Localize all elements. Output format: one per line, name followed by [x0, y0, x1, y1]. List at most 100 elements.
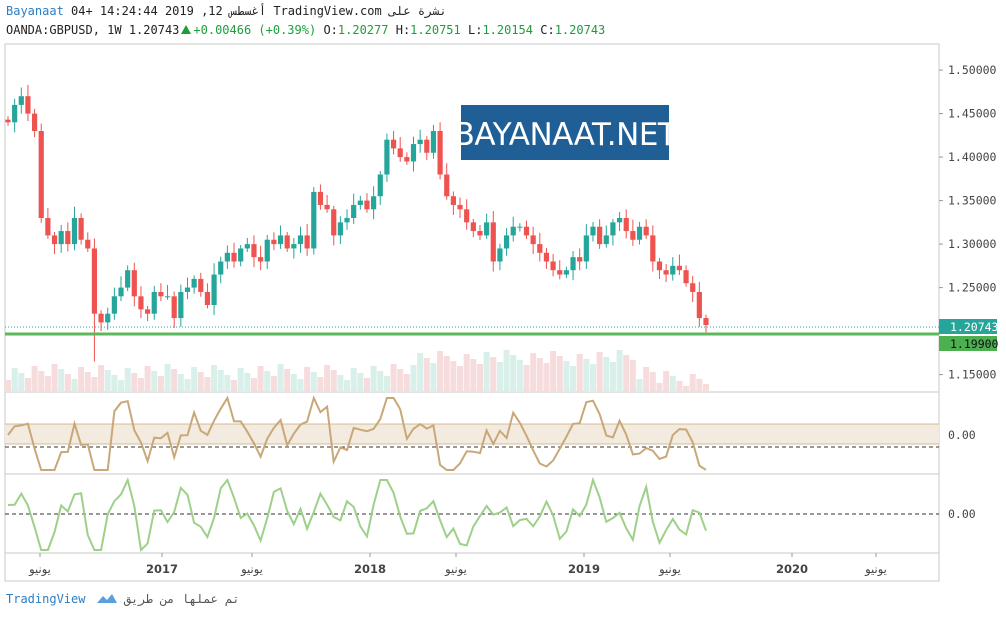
time-axis: يونيو 2017 يونيو 2018 يونيو 2019 يونيو 2020 يوني…: [28, 553, 887, 577]
candle-body: [204, 291, 211, 305]
candle-body: [118, 287, 124, 297]
volume-bar: [171, 369, 178, 392]
volume-bar: [137, 378, 144, 392]
candle-body: [231, 252, 237, 262]
volume-bar: [44, 376, 51, 392]
tradingview-logo-icon: [96, 593, 117, 607]
watermark-logo: BAYANAAT.NET: [454, 105, 678, 160]
candle-body: [663, 270, 669, 275]
volume-bar: [490, 357, 497, 392]
candle-body: [284, 235, 290, 249]
volume-bar: [118, 380, 125, 392]
candle-body: [656, 261, 663, 271]
volume-bar: [98, 365, 105, 392]
candle-body: [517, 226, 523, 228]
volume-bar: [264, 371, 271, 392]
oscillator-pane-1[interactable]: 0.00: [5, 395, 976, 471]
candle-body: [357, 200, 363, 205]
candle-body: [670, 265, 676, 275]
candle-body: [12, 104, 18, 123]
candle-body: [616, 218, 623, 223]
candle-body: [537, 244, 543, 253]
oscillator-1-zero-label: 0.00: [948, 428, 976, 442]
candle-body: [470, 222, 476, 232]
volume-bar: [184, 379, 191, 392]
oscillator-pane-2[interactable]: 0.00: [5, 476, 976, 553]
candle-body: [683, 270, 689, 284]
volume-bar: [576, 354, 583, 392]
price-change: +0.00466 (+0.39%): [193, 23, 317, 37]
candle-body: [490, 222, 496, 262]
time-tick-label: يونيو: [658, 562, 681, 577]
volume-bar: [523, 365, 530, 392]
candle-body: [211, 274, 217, 305]
candle-body: [510, 226, 516, 236]
candle-body: [424, 139, 430, 153]
price-tick-label: 1.30000: [948, 237, 997, 251]
candle-body: [324, 204, 330, 210]
candle-body: [78, 218, 84, 240]
price-tick-label: 1.40000: [948, 150, 997, 164]
time-tick-label: يونيو: [28, 562, 51, 577]
volume-bar: [437, 351, 444, 392]
publisher-text: TradingView.com نشرة على: [273, 4, 447, 18]
candle-body: [277, 235, 284, 245]
volume-bar: [51, 364, 58, 392]
tradingview-brand[interactable]: TradingView: [6, 592, 86, 606]
candle-body: [105, 313, 111, 323]
volume-bar: [616, 350, 623, 392]
volume-bar: [164, 364, 171, 392]
oscillator-2-zero-label: 0.00: [948, 507, 976, 521]
candle-body: [271, 239, 277, 245]
candle-body: [131, 270, 137, 297]
volume-bar: [403, 374, 410, 392]
volume-bar: [377, 371, 384, 392]
volume-bar: [483, 352, 490, 392]
candle-body: [643, 226, 649, 236]
candle-body: [384, 139, 390, 175]
candle-body: [530, 235, 536, 245]
candle-body: [71, 218, 78, 245]
candle-body: [291, 244, 297, 249]
volume-bar: [663, 371, 670, 392]
candle-body: [65, 231, 71, 245]
candle-body: [98, 313, 104, 323]
time-tick-label: 2020: [776, 562, 808, 576]
candle-body: [198, 278, 204, 292]
high-label: H:: [395, 23, 411, 37]
candle-body: [610, 222, 616, 236]
candle-body: [145, 309, 151, 314]
candle-body: [125, 270, 131, 288]
volume-bar: [457, 366, 464, 392]
volume-bar: [510, 355, 517, 392]
candle-body: [351, 204, 357, 218]
candle-body: [85, 239, 91, 249]
candle-body: [703, 318, 709, 326]
candle-body: [191, 278, 197, 288]
candle-body: [218, 261, 224, 275]
volume-bar: [383, 376, 390, 392]
candle-body: [417, 139, 423, 145]
open-label: O:: [323, 23, 338, 37]
candle-body: [45, 218, 51, 236]
close-value: 1.20743: [554, 23, 606, 37]
candle-body: [557, 270, 563, 275]
candle-body: [676, 265, 683, 271]
volume-bar: [191, 367, 198, 392]
volume-bar: [470, 359, 477, 392]
last-price-label: 1.20743: [950, 320, 999, 334]
candle-body: [244, 244, 250, 249]
volume-bar: [224, 375, 231, 392]
footer: TradingView تم عملها من طريق: [6, 592, 240, 607]
close-label: C:: [540, 23, 555, 37]
volume-bar: [58, 369, 65, 392]
time-tick-label: يونيو: [240, 562, 263, 577]
author-name[interactable]: Bayanaat: [6, 4, 64, 18]
volume-bar: [443, 356, 450, 392]
volume-bar: [11, 368, 18, 392]
candle-body: [264, 239, 270, 262]
volume-bar: [250, 378, 257, 392]
candle-body: [317, 191, 324, 205]
candle-body: [18, 96, 24, 105]
